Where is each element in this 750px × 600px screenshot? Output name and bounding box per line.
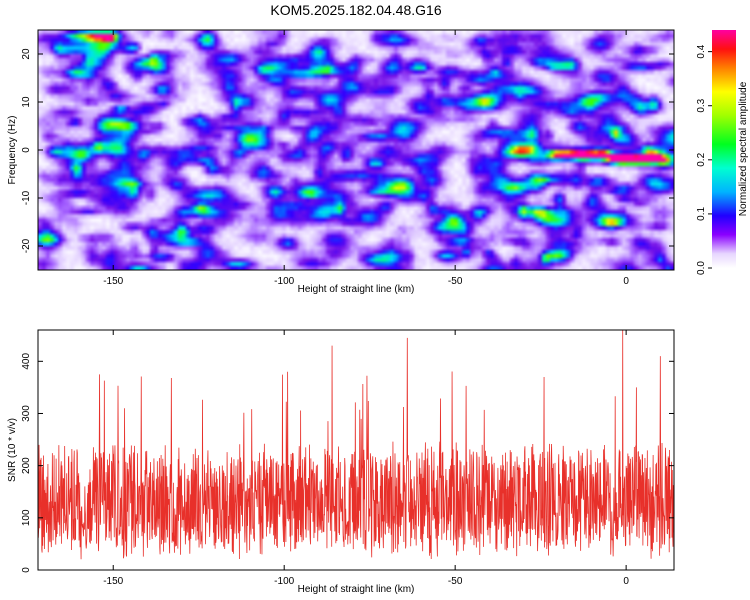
colorbar-tick-label: 0.1	[696, 207, 707, 221]
spectrogram-y-tick-label: -10	[21, 190, 32, 205]
spectrogram-y-tick-label: 20	[21, 48, 32, 60]
snr-y-tick-label: 300	[21, 405, 32, 422]
colorbar-tick-label: 0.0	[696, 261, 707, 275]
spectrogram-y-axis-title: Frequency (Hz)	[7, 116, 18, 185]
spectrogram-x-axis-title: Height of straight line (km)	[298, 284, 415, 295]
spectrogram-x-tick-label: 0	[623, 276, 629, 287]
spectrogram-x-tick-label: -100	[274, 276, 294, 287]
snr-y-axis-title: SNR (10 * v/v)	[7, 418, 18, 482]
spectrogram-y-tick-label: 10	[21, 96, 32, 108]
spectrogram-x-tick-label: -150	[103, 276, 123, 287]
colorbar-tick-label: 0.4	[696, 44, 707, 58]
snr-x-tick-label: -100	[274, 576, 294, 587]
colorbar-axis: 0.0 0.1 0.2 0.3 0.4	[696, 44, 712, 275]
spectrogram-y-tick-label: 0	[21, 147, 32, 153]
snr-y-tick-label: 100	[21, 509, 32, 526]
colorbar-title: Normalized spectral amplitude	[738, 81, 749, 216]
snr-line	[37, 329, 675, 560]
snr-x-axis-title: Height of straight line (km)	[298, 584, 415, 595]
colorbar: 0.0 0.1 0.2 0.3 0.4 Normalized spectral ampl…	[696, 30, 749, 275]
colorbar-gradient	[712, 30, 736, 268]
colorbar-tick-label: 0.3	[696, 98, 707, 112]
snr-x-tick-label: -150	[103, 576, 123, 587]
snr-plot-area	[37, 329, 675, 560]
spectrogram-y-tick-label: -20	[21, 238, 32, 253]
snr-frame	[37, 329, 675, 571]
snr-axes: -150 -100 -50 0 0 100 200 300 400	[21, 330, 674, 587]
snr-panel: -150 -100 -50 0 0 100 200 300 400 Height of stra…	[7, 329, 675, 595]
spectrogram-x-tick-label: -50	[448, 276, 463, 287]
snr-x-tick-label: -50	[448, 576, 463, 587]
spectrogram-heatmap	[38, 30, 674, 270]
snr-y-tick-label: 400	[21, 353, 32, 370]
snr-x-tick-label: 0	[623, 576, 629, 587]
snr-y-tick-label: 200	[21, 457, 32, 474]
snr-y-tick-label: 0	[21, 567, 32, 573]
figure-title: KOM5.2025.182.04.48.G16	[270, 2, 441, 18]
colorbar-tick-label: 0.2	[696, 152, 707, 166]
